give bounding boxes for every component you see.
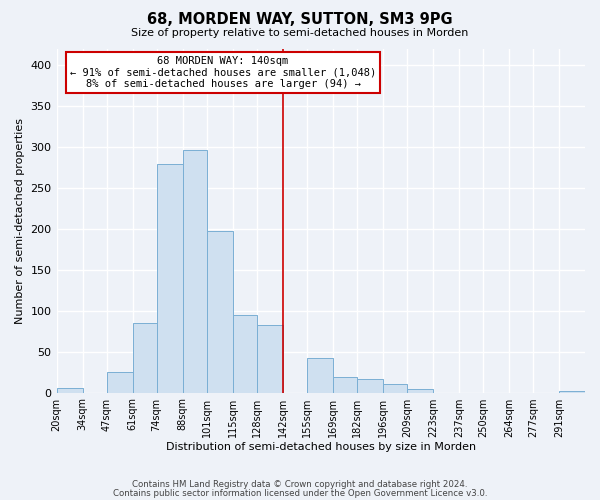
Bar [133, 323, 157, 392]
Bar [157, 164, 182, 392]
Bar [407, 390, 433, 392]
Bar [333, 377, 357, 392]
Bar [107, 372, 133, 392]
Bar [383, 384, 407, 392]
Bar [357, 380, 383, 392]
Text: 68, MORDEN WAY, SUTTON, SM3 9PG: 68, MORDEN WAY, SUTTON, SM3 9PG [147, 12, 453, 28]
Bar [207, 230, 233, 392]
Text: Contains HM Land Registry data © Crown copyright and database right 2024.: Contains HM Land Registry data © Crown c… [132, 480, 468, 489]
Text: Contains public sector information licensed under the Open Government Licence v3: Contains public sector information licen… [113, 488, 487, 498]
Bar [559, 391, 585, 392]
Bar [233, 315, 257, 392]
Text: Size of property relative to semi-detached houses in Morden: Size of property relative to semi-detach… [131, 28, 469, 38]
Bar [56, 388, 83, 392]
X-axis label: Distribution of semi-detached houses by size in Morden: Distribution of semi-detached houses by … [166, 442, 476, 452]
Bar [182, 150, 207, 392]
Text: 68 MORDEN WAY: 140sqm
← 91% of semi-detached houses are smaller (1,048)
8% of se: 68 MORDEN WAY: 140sqm ← 91% of semi-deta… [70, 56, 376, 89]
Y-axis label: Number of semi-detached properties: Number of semi-detached properties [15, 118, 25, 324]
Bar [307, 358, 333, 392]
Bar [257, 324, 283, 392]
